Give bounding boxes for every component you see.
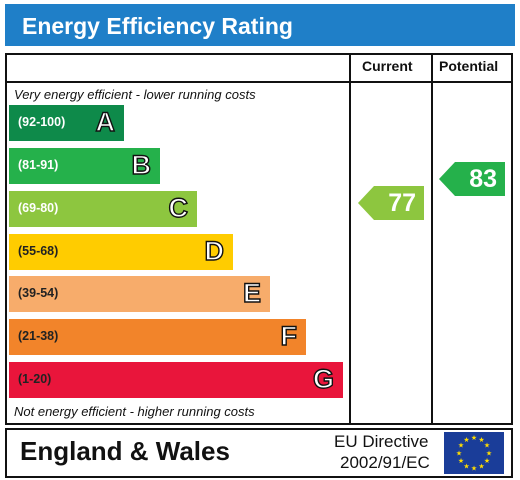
- band-b: (81-91) B: [9, 148, 160, 184]
- directive-line-1: EU Directive: [334, 432, 429, 451]
- bottom-note: Not energy efficient - higher running co…: [14, 404, 255, 419]
- potential-arrow-shape: [439, 162, 505, 196]
- current-column-header: Current: [362, 58, 413, 74]
- column-divider-potential: [431, 53, 433, 425]
- eu-flag-icon: ★ ★ ★ ★ ★ ★ ★ ★ ★ ★ ★ ★: [444, 432, 504, 474]
- potential-rating-value: 83: [469, 165, 497, 193]
- current-rating-value: 77: [388, 189, 416, 217]
- band-d-letter: D: [204, 235, 225, 266]
- band-d-range: (55-68): [18, 244, 59, 258]
- band-c-letter: C: [168, 192, 189, 223]
- band-a: (92-100) A: [9, 105, 124, 141]
- svg-text:★: ★: [484, 457, 490, 465]
- band-b-letter: B: [131, 149, 152, 180]
- region-label: England & Wales: [20, 436, 230, 466]
- header-divider: [5, 81, 513, 83]
- svg-text:★: ★: [463, 463, 469, 471]
- footer-frame: [5, 428, 513, 478]
- band-g-range: (1-20): [18, 372, 52, 386]
- svg-text:★: ★: [471, 434, 477, 442]
- band-f-range: (21-38): [18, 329, 59, 343]
- svg-text:★: ★: [478, 463, 484, 471]
- band-e-range: (39-54): [18, 286, 59, 300]
- band-g-letter: G: [312, 363, 334, 394]
- svg-text:★: ★: [463, 436, 469, 444]
- potential-column-header: Potential: [439, 58, 499, 74]
- svg-text:★: ★: [458, 457, 464, 465]
- potential-rating-arrow: 83: [439, 162, 505, 196]
- page-title: Energy Efficiency Rating: [22, 13, 293, 39]
- band-g: (1-20) G: [9, 362, 343, 398]
- directive-line-2: 2002/91/EC: [340, 453, 430, 472]
- band-b-range: (81-91): [18, 158, 59, 172]
- svg-text:★: ★: [458, 442, 464, 450]
- band-e-letter: E: [242, 277, 261, 308]
- svg-text:★: ★: [486, 450, 492, 458]
- band-a-range: (92-100): [18, 115, 66, 129]
- top-note: Very energy efficient - lower running co…: [14, 87, 256, 102]
- current-rating-arrow: 77: [358, 186, 424, 220]
- svg-text:★: ★: [484, 442, 490, 450]
- band-c-range: (69-80): [18, 201, 59, 215]
- svg-text:★: ★: [471, 465, 477, 473]
- band-f-letter: F: [280, 320, 298, 351]
- current-arrow-shape: [358, 186, 424, 220]
- title-bar: Energy Efficiency Rating: [5, 4, 515, 46]
- band-f: (21-38) F: [9, 319, 306, 355]
- band-c: (69-80) C: [9, 191, 197, 227]
- svg-text:★: ★: [456, 450, 462, 458]
- band-e: (39-54) E: [9, 276, 270, 312]
- band-a-letter: A: [95, 106, 116, 137]
- rating-chart-frame: [5, 53, 513, 425]
- band-d: (55-68) D: [9, 234, 233, 270]
- column-divider-current: [349, 53, 351, 425]
- svg-text:★: ★: [478, 436, 484, 444]
